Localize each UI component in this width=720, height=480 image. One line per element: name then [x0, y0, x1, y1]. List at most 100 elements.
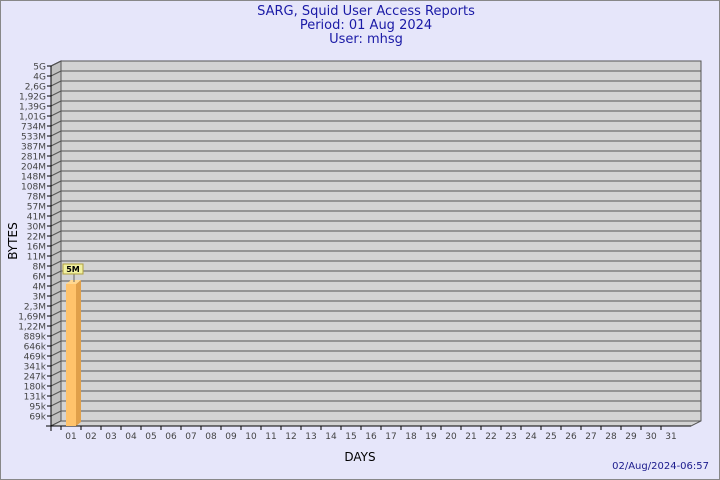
gridline-diagonal — [50, 190, 62, 197]
gridline-diagonal — [50, 360, 62, 367]
x-tick-label: 16 — [365, 432, 377, 442]
gridline-diagonal — [50, 130, 62, 137]
bar-side — [76, 280, 81, 426]
gridline-diagonal — [50, 320, 62, 327]
x-tick-label: 17 — [385, 432, 396, 442]
x-tick-label: 19 — [425, 432, 437, 442]
y-tick-label: 16M — [27, 243, 46, 253]
y-tick-label: 469k — [24, 353, 47, 363]
x-tick-label: 18 — [405, 432, 417, 442]
x-tick-label: 12 — [285, 432, 296, 442]
x-tick-label: 06 — [165, 432, 177, 442]
gridline-diagonal — [50, 80, 62, 87]
chart-user: User: mhsg — [329, 32, 403, 47]
x-tick-label: 21 — [465, 432, 476, 442]
bar — [66, 284, 76, 426]
gridline-diagonal — [50, 310, 62, 317]
gridline-diagonal — [50, 150, 62, 157]
gridline-diagonal — [50, 270, 62, 277]
y-tick-label: 11M — [27, 253, 46, 263]
gridline-diagonal — [50, 200, 62, 207]
gridline-diagonal — [50, 290, 62, 297]
x-tick-label: 13 — [305, 432, 316, 442]
y-tick-label: 281M — [21, 153, 46, 163]
x-tick-label: 22 — [485, 432, 496, 442]
y-tick-label: 1,39G — [19, 103, 46, 113]
gridline-diagonal — [50, 340, 62, 347]
gridline-diagonal — [50, 220, 62, 227]
y-tick-label: 57M — [27, 203, 46, 213]
x-tick-label: 01 — [65, 432, 76, 442]
y-tick-label: 4M — [33, 283, 47, 293]
x-tick-label: 07 — [185, 432, 196, 442]
gridline-diagonal — [50, 380, 62, 387]
gridline-diagonal — [50, 410, 62, 417]
gridline-diagonal — [50, 110, 62, 117]
x-tick-label: 08 — [205, 432, 217, 442]
bar-label-box — [62, 263, 84, 275]
x-tick-label: 27 — [585, 432, 596, 442]
x-tick-label: 26 — [565, 432, 577, 442]
y-tick-label: 1,69M — [18, 313, 46, 323]
y-tick-label: 1,01G — [19, 113, 46, 123]
gridline-diagonal — [50, 330, 62, 337]
x-tick-label: 31 — [665, 432, 676, 442]
chart-period: Period: 01 Aug 2024 — [299, 18, 433, 33]
x-tick-label: 25 — [545, 432, 556, 442]
y-tick-label: 41M — [27, 213, 46, 223]
x-tick-label: 23 — [505, 432, 516, 442]
x-tick-label: 02 — [85, 432, 96, 442]
y-tick-label: 387M — [21, 143, 46, 153]
gridline-diagonal — [50, 120, 62, 127]
gridline-diagonal — [50, 70, 62, 77]
x-tick-label: 24 — [525, 432, 537, 442]
gridline-diagonal — [50, 60, 62, 67]
gridline-diagonal — [50, 400, 62, 407]
gridline-diagonal — [50, 260, 62, 267]
gridline-diagonal — [50, 350, 62, 357]
gridline-diagonal — [50, 250, 62, 257]
y-tick-label: 6M — [33, 273, 47, 283]
y-tick-label: 30M — [27, 223, 46, 233]
gridline-diagonal — [50, 370, 62, 377]
x-tick-label: 30 — [645, 432, 657, 442]
x-tick-label: 15 — [345, 432, 356, 442]
gridline-diagonal — [50, 170, 62, 177]
x-tick-label: 28 — [605, 432, 617, 442]
x-tick-label: 03 — [105, 432, 116, 442]
y-axis-label: BYTES — [6, 222, 20, 259]
gridline-diagonal — [50, 230, 62, 237]
y-tick-label: 4G — [33, 73, 46, 83]
x-tick-label: 04 — [125, 432, 137, 442]
y-tick-label: 78M — [27, 193, 46, 203]
y-tick-label: 8M — [33, 263, 47, 273]
y-tick-label: 108M — [21, 183, 46, 193]
generated-timestamp: 02/Aug/2024-06:57 — [612, 461, 709, 472]
y-tick-label: 2,6G — [25, 83, 46, 93]
y-tick-label: 69k — [29, 413, 46, 423]
bar-value-label: 5M — [66, 265, 80, 274]
y-tick-label: 148M — [21, 173, 46, 183]
y-tick-label: 3M — [33, 293, 47, 303]
y-tick-label: 1,92G — [19, 93, 46, 103]
x-tick-label: 20 — [445, 432, 457, 442]
y-tick-label: 22M — [27, 233, 46, 243]
gridline-diagonal — [50, 280, 62, 287]
x-tick-label: 09 — [225, 432, 237, 442]
y-tick-label: 131k — [24, 393, 47, 403]
y-tick-label: 2,3M — [24, 303, 46, 313]
x-axis-label: DAYS — [344, 450, 375, 464]
y-tick-label: 734M — [21, 123, 46, 133]
y-tick-label: 533M — [21, 133, 46, 143]
y-tick-label: 247k — [24, 373, 47, 383]
gridline-diagonal — [50, 100, 62, 107]
y-tick-label: 180k — [24, 383, 47, 393]
chart-title: SARG, Squid User Access Reports — [257, 4, 475, 19]
gridline-diagonal — [50, 240, 62, 247]
y-tick-label: 646k — [24, 343, 47, 353]
gridline-diagonal — [50, 160, 62, 167]
gridline-diagonal — [50, 180, 62, 187]
x-tick-label: 14 — [325, 432, 337, 442]
y-tick-label: 5G — [33, 63, 46, 73]
